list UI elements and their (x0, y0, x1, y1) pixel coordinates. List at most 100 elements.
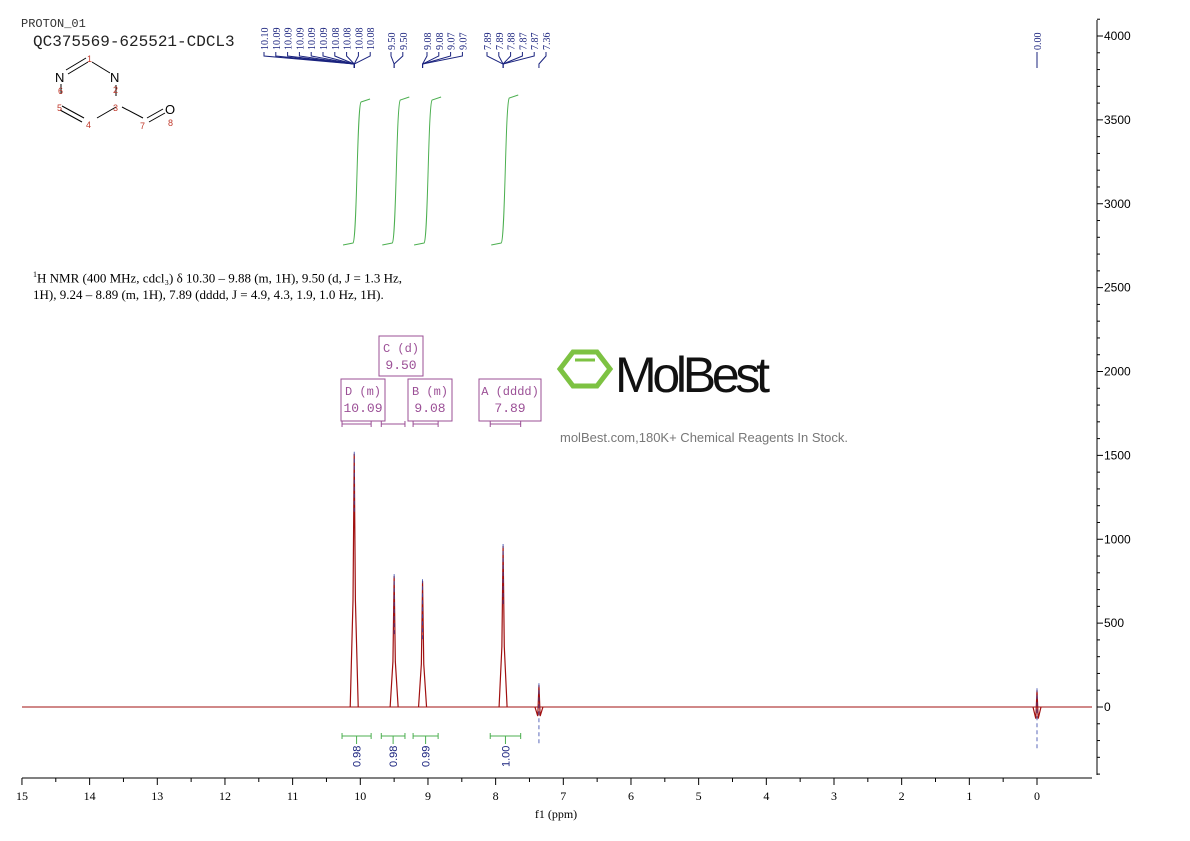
watermark-brand: MolBest (615, 347, 770, 403)
peak-label: 10.08 (331, 28, 342, 51)
peak-label-connector (502, 52, 535, 68)
atom-number: 8 (168, 118, 173, 128)
multiplet-range (489, 421, 522, 427)
x-tick-label: 0 (1034, 789, 1040, 803)
x-tick-label: 15 (16, 789, 28, 803)
x-tick-label: 13 (151, 789, 163, 803)
x-tick-label: 1 (966, 789, 972, 803)
multiplet-type: A (dddd) (481, 385, 539, 399)
peak-label-connector (346, 52, 355, 68)
integral-curve (382, 96, 410, 246)
multiplet-frame (340, 378, 386, 422)
x-tick-label: 11 (287, 789, 299, 803)
multiplet-type: D (m) (345, 385, 381, 399)
peak-label: 10.09 (307, 28, 318, 51)
multiplet-shift: 9.50 (385, 358, 416, 373)
integral-curve (342, 98, 371, 246)
y-tick-label: 0 (1104, 700, 1111, 714)
peak-label: 10.08 (366, 28, 377, 51)
peak-label: 9.08 (423, 33, 434, 51)
sample-id: QC375569-625521-CDCL3 (33, 33, 235, 51)
peak-label: 10.09 (272, 28, 283, 51)
integral-value: 0.99 (421, 746, 433, 767)
x-tick-label: 8 (493, 789, 499, 803)
atom-label: N (55, 70, 64, 85)
spectrum-peak (349, 453, 359, 708)
atom-number: 6 (58, 86, 63, 96)
atom-label: O (165, 102, 175, 117)
peak-label-connector (422, 52, 428, 68)
peak-label-connector (353, 52, 359, 68)
peak-label-connector (393, 52, 404, 68)
peak-label: 7.88 (507, 33, 518, 51)
multiplet-range (380, 421, 406, 427)
y-tick-label: 1000 (1104, 532, 1131, 546)
peak-label: 9.07 (447, 33, 458, 51)
peak-label-connector (353, 52, 371, 68)
integral-curve (491, 94, 519, 246)
x-tick-label: 14 (84, 789, 96, 803)
multiplet-box-D: D (m) 10.09 (340, 378, 386, 427)
multiplet-box-B: B (m) 9.08 (407, 378, 453, 427)
y-tick-label: 4000 (1104, 29, 1131, 43)
peak-label-connector (538, 52, 547, 68)
peak-label: 7.89 (483, 33, 494, 51)
peak-label: 10.08 (354, 28, 365, 51)
multiplet-type: B (m) (412, 385, 448, 399)
multiplet-range (341, 421, 372, 427)
atom-number: 4 (86, 120, 91, 130)
y-tick-label: 3000 (1104, 197, 1131, 211)
multiplet-type: C (d) (383, 342, 419, 356)
peak-label: 9.08 (435, 33, 446, 51)
peak-label: 7.87 (530, 33, 541, 51)
peak-label: 0.00 (1033, 33, 1044, 51)
peak-label: 7.87 (518, 33, 529, 51)
peak-label-connector (502, 52, 512, 68)
atom-number: 3 (113, 103, 118, 113)
peak-label: 10.09 (295, 28, 306, 51)
spectrum-peak (498, 545, 508, 708)
x-tick-label: 7 (560, 789, 566, 803)
atom-label: N (110, 70, 119, 85)
x-tick-label: 2 (899, 789, 905, 803)
x-tick-label: 12 (219, 789, 231, 803)
x-tick-label: 9 (425, 789, 431, 803)
multiplet-shift: 10.09 (343, 401, 382, 416)
multiplet-box-C: C (d) 9.50 (378, 335, 424, 427)
peak-label-connector (422, 52, 463, 68)
x-axis-label: f1 (ppm) (535, 807, 577, 821)
multiplet-shift: 9.08 (414, 401, 445, 416)
atom-number: 7 (140, 121, 145, 131)
y-tick-label: 1500 (1104, 448, 1131, 462)
peak-label-connector (498, 52, 504, 68)
atom-number: 5 (57, 103, 62, 113)
description-line2: 1H), 9.24 – 8.89 (m, 1H), 7.89 (dddd, J … (33, 287, 384, 303)
peak-label: 10.09 (319, 28, 330, 51)
x-tick-label: 5 (696, 789, 702, 803)
peak-label: 9.50 (399, 33, 410, 51)
peak-label: 9.07 (458, 33, 469, 51)
peak-label: 10.08 (343, 28, 354, 51)
peak-label: 10.10 (260, 28, 271, 51)
x-tick-label: 10 (354, 789, 366, 803)
integral-value: 0.98 (388, 746, 400, 767)
integral-value: 1.00 (500, 746, 512, 767)
multiplet-frame (478, 378, 542, 422)
integral-bar (412, 733, 439, 744)
peak-label: 10.09 (284, 28, 295, 51)
peak-label: 7.89 (495, 33, 506, 51)
peak-label: 7.36 (542, 33, 553, 51)
x-tick-label: 4 (763, 789, 769, 803)
peak-label-connector (263, 52, 355, 68)
y-tick-label: 2000 (1104, 365, 1131, 379)
description-superscript: 1 (33, 270, 37, 279)
integral-curve (413, 96, 442, 246)
y-tick-label: 2500 (1104, 281, 1131, 295)
watermark-tagline: molBest.com,180K+ Chemical Reagents In S… (560, 430, 848, 445)
integral-bar (341, 733, 372, 744)
y-tick-label: 500 (1104, 616, 1124, 630)
integral-value: 0.98 (352, 746, 364, 767)
atom-number: 1 (87, 54, 92, 64)
multiplet-box-A: A (dddd) 7.89 (478, 378, 542, 427)
